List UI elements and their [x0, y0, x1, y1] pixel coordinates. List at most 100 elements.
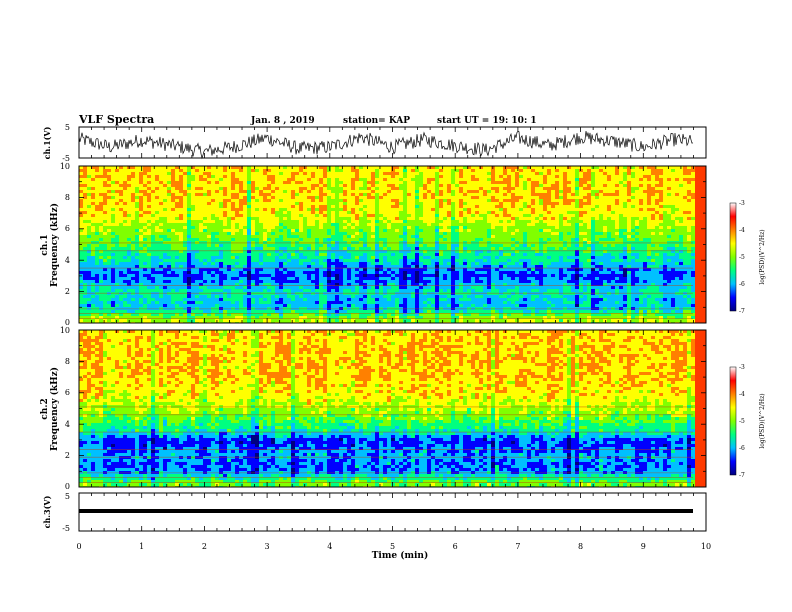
ch1-spectrogram-cell [163, 196, 167, 199]
ch1-spectrogram-cell [687, 217, 691, 220]
ch1-spectrogram-cell [319, 196, 323, 199]
ch1-spectrogram-cell [235, 196, 239, 199]
ch1-spectrogram-cell [411, 223, 415, 226]
ch1-spectrogram-cell [447, 205, 451, 208]
ch1-spectrogram-cell [471, 235, 475, 238]
ch1-spectrogram-cell [491, 241, 495, 244]
ch1-spectrogram-cell [671, 193, 675, 196]
ch1-spectrogram-cell [427, 199, 431, 202]
ch1-spectrogram-cell [215, 244, 219, 247]
ch1-spectrogram-cell [87, 235, 91, 238]
ch1-spectrogram-cell [331, 238, 335, 241]
ch1-spectrogram-cell [87, 196, 91, 199]
ch1-spectrogram-cell [639, 184, 643, 187]
ch1-spectrogram-cell [575, 241, 579, 244]
ch1-spectrogram-cell [355, 169, 359, 172]
ch1-spectrogram-cell [531, 226, 535, 229]
ch1-spectrogram-cell [447, 196, 451, 199]
ch1-spectrogram-cell [111, 220, 115, 223]
ch1-spectrogram-cell [643, 253, 647, 256]
ch1-spectrogram-cell [555, 217, 559, 220]
ch1-spectrogram-cell [359, 202, 363, 205]
ch1-spectrogram-cell [271, 169, 275, 172]
ch1-spectrogram-cell [187, 250, 191, 253]
ch1-spectrogram-cell [447, 178, 451, 181]
ch1-spectrogram-cell [171, 238, 175, 241]
ch1-spectrogram-cell [83, 232, 87, 235]
ch1-spectrogram-cell [263, 205, 267, 208]
ch1-spectrogram-cell [487, 247, 491, 250]
ch1-spectrogram-cell [247, 256, 251, 259]
ch1-spectrogram-cell [451, 259, 455, 262]
ch1-spectrogram-cell [271, 253, 275, 256]
ch1-spectrogram-cell [631, 193, 635, 196]
ch1-spectrogram-cell [459, 202, 463, 205]
ch1-spectrogram-cell [531, 220, 535, 223]
ch1-spectrogram-cell [547, 223, 551, 226]
ch1-spectrogram-cell [199, 214, 203, 217]
ch1-spectrogram-cell [391, 211, 395, 214]
ch1-spectrogram-cell [87, 184, 91, 187]
ch1-spectrogram-cell [375, 250, 379, 253]
ch1-spectrogram-cell [583, 175, 587, 178]
ch1-spectrogram-cell [639, 241, 643, 244]
ch1-spectrogram-cell [355, 178, 359, 181]
ch1-spectrogram-cell [415, 196, 419, 199]
ch1-spectrogram-cell [663, 229, 667, 232]
ch1-spectrogram-cell [387, 208, 391, 211]
ch1-spectrogram-cell [327, 205, 331, 208]
ch1-spectrogram-cell [331, 229, 335, 232]
ch1-spectrogram-cell [507, 211, 511, 214]
ch1-spectrogram-cell [175, 187, 179, 190]
ch1-spectrogram-cell [671, 235, 675, 238]
ch1-spectrogram-cell [211, 253, 215, 256]
ch1-spectrogram-cell [191, 202, 195, 205]
ch1-spectrogram-cell [355, 250, 359, 253]
ch1-spectrogram-cell [223, 208, 227, 211]
ch1-spectrogram-cell [567, 256, 571, 259]
ch1-spectrogram-cell [179, 202, 183, 205]
ch1-spectrogram-cell [303, 217, 307, 220]
ch1-spectrogram-cell [379, 241, 383, 244]
ch1-spectrogram-cell [635, 247, 639, 250]
ch1-spectrogram-cell [207, 184, 211, 187]
ch1-spectrogram-cell [607, 181, 611, 184]
ch1-spectrogram-cell [495, 175, 499, 178]
ch1-spectrogram-cell [223, 223, 227, 226]
ch1-spectrogram-cell [627, 214, 631, 217]
ch1-spectrogram-cell [499, 196, 503, 199]
ch1-spectrogram-cell [231, 226, 235, 229]
ch1-spectrogram-cell [363, 205, 367, 208]
ch1-spectrogram-cell [431, 169, 435, 172]
ch1-spectrogram-cell [415, 169, 419, 172]
ch1-spectrogram-cell [183, 193, 187, 196]
ch1-spectrogram-cell [659, 181, 663, 184]
ch1-spectrogram-cell [87, 214, 91, 217]
ch1-spectrogram-cell [631, 226, 635, 229]
ch1-spectrogram-cell [627, 184, 631, 187]
ch1-spectrogram-cell [563, 178, 567, 181]
ch1-spectrogram-cell [307, 211, 311, 214]
ch1-spectrogram-cell [607, 211, 611, 214]
ch1-spectrogram-cell [459, 229, 463, 232]
ch1-spectrogram-cell [543, 193, 547, 196]
ch1-spectrogram-cell [255, 217, 259, 220]
ch1-spectrogram-cell [631, 205, 635, 208]
ch1-spectrogram-cell [479, 172, 483, 175]
ch1-spectrogram-cell [387, 232, 391, 235]
ch1-spectrogram-cell [427, 187, 431, 190]
ch1-spectrogram-cell [347, 184, 351, 187]
ch1-spectrogram-cell [123, 220, 127, 223]
ch1-spectrogram-cell [647, 244, 651, 247]
ch1-spectrogram-cell [99, 178, 103, 181]
ch1-spectrogram-cell [423, 223, 427, 226]
ch1-spectrogram-cell [167, 184, 171, 187]
ch1-spectrogram-cell [223, 205, 227, 208]
ch1-spectrogram-cell [675, 193, 679, 196]
ch1-spectrogram-cell [223, 229, 227, 232]
ch1-spectrogram-cell [427, 184, 431, 187]
ch1-spectrogram-cell [355, 220, 359, 223]
ch1-spectrogram-cell [139, 217, 143, 220]
ch1-spectrogram-cell [563, 184, 567, 187]
ch1-spectrogram-cell [251, 175, 255, 178]
